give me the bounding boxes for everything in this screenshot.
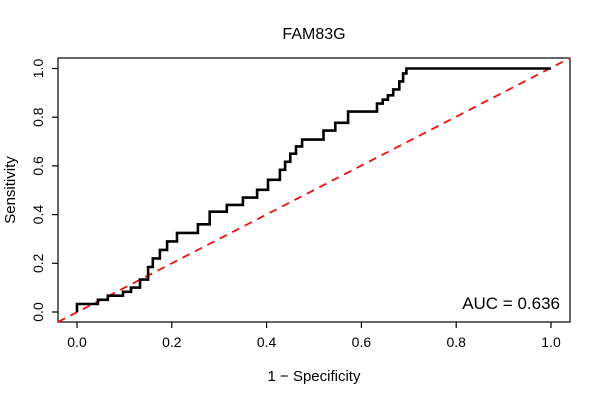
x-tick-label: 0.4	[257, 334, 277, 350]
x-axis-title: 1 − Specificity	[268, 368, 361, 385]
y-tick-label: 0.6	[30, 156, 46, 176]
y-axis-title: Sensitivity	[2, 156, 19, 224]
y-tick-label: 0.4	[30, 205, 46, 225]
x-axis-ticks: 0.0 0.2 0.4 0.6 0.8 1.0	[67, 322, 561, 350]
x-tick-label: 0.6	[352, 334, 372, 350]
plot-box-border	[57, 57, 571, 323]
y-tick-label: 1.0	[30, 59, 46, 79]
x-tick-label: 0.2	[162, 334, 182, 350]
reference-diagonal-line	[57, 57, 571, 323]
y-tick-label: 0.2	[30, 253, 46, 273]
plot-title: FAM83G	[282, 26, 345, 43]
roc-step-curve	[75, 67, 551, 312]
x-tick-label: 1.0	[541, 334, 561, 350]
auc-annotation: AUC = 0.636	[462, 294, 560, 313]
x-tick-label: 0.8	[446, 334, 466, 350]
y-axis-ticks: 0.0 0.2 0.4 0.6 0.8 1.0	[30, 59, 58, 322]
y-tick-label: 0.0	[30, 302, 46, 322]
y-tick-label: 0.8	[30, 107, 46, 127]
x-tick-label: 0.0	[67, 334, 87, 350]
